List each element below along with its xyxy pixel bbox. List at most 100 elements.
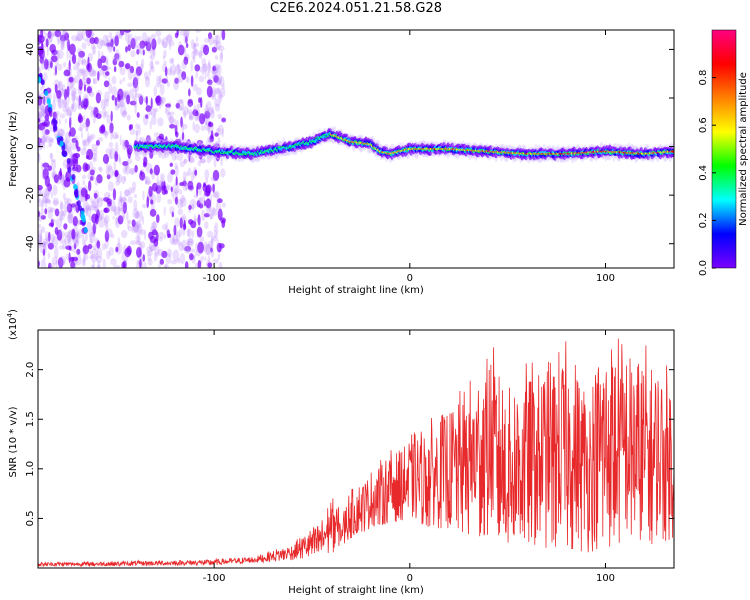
heatmap-speckle — [122, 76, 125, 82]
heatmap-speckle — [216, 67, 219, 74]
heatmap-speckle — [106, 41, 114, 53]
heatmap-speckle — [114, 96, 118, 107]
heatmap-speckle — [84, 195, 88, 202]
heatmap-speckle — [122, 165, 127, 175]
heatmap-speckle — [198, 51, 203, 57]
heatmap-speckle — [62, 104, 67, 113]
heatmap-speckle — [149, 120, 152, 130]
colorbar-label: Normalized spectral amplitude — [738, 72, 749, 226]
heatmap-speckle — [179, 197, 187, 208]
heatmap-speckle — [38, 105, 42, 111]
heatmap-speckle — [216, 242, 222, 253]
heatmap-speckle — [210, 130, 214, 140]
heatmap-speckle — [72, 65, 79, 71]
heatmap-speckle — [59, 255, 66, 266]
heatmap-speckle — [84, 138, 91, 147]
heatmap-speckle — [122, 111, 128, 116]
heatmap-speckle — [94, 177, 99, 186]
heatmap-speckle — [157, 36, 162, 45]
heatmap-speckle — [204, 62, 207, 75]
heatmap-speckle — [206, 71, 210, 78]
heatmap-speckle — [70, 90, 77, 97]
heatmap-speckle — [182, 106, 189, 117]
heatmap-speckle — [211, 95, 217, 101]
heatmap-speckle — [85, 98, 88, 107]
heatmap-speckle — [196, 226, 203, 238]
heatmap-speckle — [91, 42, 96, 51]
heatmap-speckle — [126, 160, 129, 168]
heatmap-speckle — [189, 248, 196, 253]
heatmap-speckle — [110, 128, 113, 141]
x-tick-label: 100 — [596, 273, 615, 284]
heatmap-speckle — [212, 258, 219, 264]
heatmap-speckle — [93, 156, 96, 161]
heatmap-speckle — [87, 56, 90, 68]
heatmap-speckle — [100, 99, 106, 110]
heatmap-speckle — [47, 30, 52, 39]
snr-x-label: Height of straight line (km) — [288, 585, 424, 596]
heatmap-speckle — [38, 138, 45, 147]
heatmap-speckle — [142, 49, 145, 56]
heatmap-diagonal-cell — [38, 77, 41, 84]
heatmap-speckle — [139, 229, 145, 236]
heatmap-speckle — [108, 246, 114, 256]
heatmap-diagonal-cell — [66, 157, 71, 164]
heatmap-speckle — [107, 201, 112, 207]
heatmap-speckle — [156, 180, 163, 192]
heatmap-speckle — [188, 88, 191, 97]
heatmap-speckle — [54, 208, 60, 217]
heatmap-speckle — [62, 30, 67, 36]
heatmap-speckle — [160, 96, 166, 104]
heatmap-speckle — [114, 134, 119, 139]
heatmap-speckle — [44, 102, 47, 111]
heatmap-speckle — [181, 71, 187, 80]
heatmap-speckle — [109, 41, 113, 51]
heatmap-speckle — [212, 191, 219, 198]
colorbar-tick-label: 0.8 — [698, 70, 709, 86]
heatmap-speckle — [49, 139, 53, 147]
heatmap-speckle — [201, 64, 206, 70]
heatmap-speckle — [118, 60, 125, 68]
heatmap-speckle — [149, 208, 157, 217]
heatmap-speckle — [161, 224, 168, 231]
heatmap-speckle — [166, 248, 172, 258]
heatmap-speckle — [81, 42, 87, 50]
heatmap-speckle — [154, 181, 160, 188]
heatmap-speckle — [70, 35, 78, 41]
heatmap-speckle — [96, 197, 104, 208]
heatmap-speckle — [108, 126, 112, 135]
heatmap-speckle — [41, 200, 45, 207]
heatmap-speckle — [165, 103, 171, 108]
heatmap-speckle — [99, 39, 106, 47]
heatmap-speckle — [193, 218, 198, 223]
heatmap-speckle — [65, 137, 68, 147]
heatmap-speckle — [88, 135, 93, 142]
snr-y-label: SNR (10 * v/v) — [8, 406, 19, 477]
heatmap-speckle — [109, 153, 113, 160]
heatmap-speckle — [90, 174, 95, 181]
heatmap-speckle — [39, 241, 46, 254]
heatmap-speckle — [146, 250, 153, 257]
heatmap-speckle — [75, 140, 79, 149]
heatmap-speckle — [51, 158, 56, 163]
heatmap-speckle — [145, 105, 152, 113]
heatmap-speckle — [60, 175, 67, 180]
heatmap-speckle — [183, 158, 188, 163]
heatmap-speckle — [211, 235, 214, 244]
heatmap-speckle — [174, 77, 179, 84]
heatmap-speckle — [210, 247, 213, 253]
heatmap-speckle — [62, 209, 67, 217]
heatmap-speckle — [215, 34, 219, 46]
heatmap-speckle — [41, 125, 47, 137]
heatmap-speckle — [149, 55, 153, 60]
heatmap-speckle — [83, 258, 86, 267]
heatmap-speckle — [115, 216, 119, 225]
heatmap-diagonal-cell — [46, 97, 51, 104]
heatmap-speckle — [44, 208, 48, 215]
heatmap-speckle — [84, 96, 89, 107]
y-tick-label: 1.5 — [25, 411, 36, 427]
heatmap-speckle — [137, 123, 141, 136]
heatmap-speckle — [206, 100, 212, 112]
heatmap-speckle — [58, 245, 65, 250]
heatmap-speckle — [112, 188, 117, 201]
